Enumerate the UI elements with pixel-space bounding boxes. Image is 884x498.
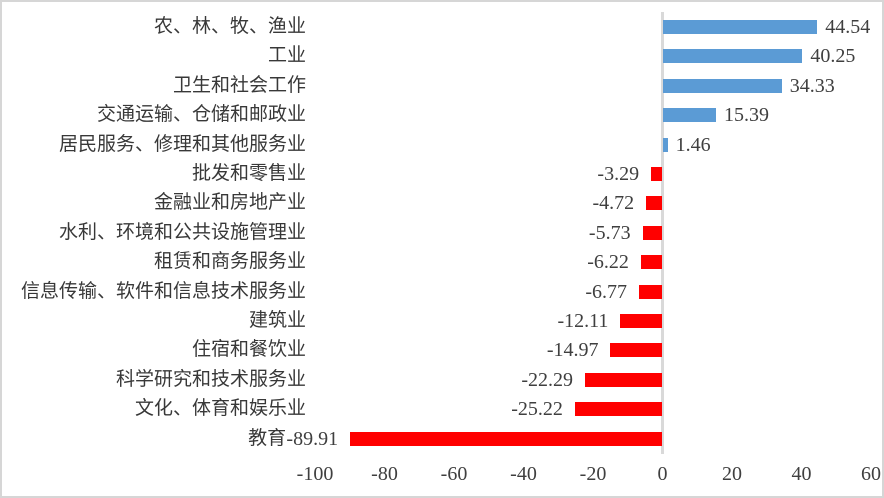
bar-positive [662,137,668,152]
category-label: 金融业和房地产业 [153,192,306,214]
value-label: -4.72 [592,192,635,215]
x-tick-label: 0 [657,463,668,485]
bar-negative [638,284,663,299]
x-tick-label: -60 [440,463,468,485]
category-label: 租赁和商务服务业 [153,251,306,273]
category-label: 信息传输、软件和信息技术服务业 [20,280,306,302]
value-label: 34.33 [789,74,835,97]
bar-negative [640,255,663,270]
value-label: -22.29 [521,368,574,391]
category-label: 文化、体育和娱乐业 [134,398,306,420]
x-tick-label: 20 [722,463,742,485]
x-tick-label: -40 [510,463,537,485]
bar-positive [662,78,782,93]
value-label: -89.91 [286,427,339,450]
bar-negative [610,343,663,358]
x-tick-label: 60 [861,463,881,485]
value-label: -25.22 [511,398,563,421]
value-label: 15.39 [723,104,769,127]
bar-negative [646,196,663,211]
x-tick-label: -20 [579,463,607,485]
value-label: -12.11 [557,310,609,332]
category-label: 交通运输、仓储和邮政业 [96,104,306,126]
category-label: 建筑业 [248,310,306,331]
category-label: 水利、环境和公共设施管理业 [58,221,306,243]
category-label: 教育 [248,427,287,449]
bar-positive [662,108,716,123]
category-label: 住宿和餐饮业 [191,339,306,361]
category-label: 工业 [267,45,306,67]
category-label: 居民服务、修理和其他服务业 [58,133,306,155]
bar-negative [620,314,663,328]
bar-negative [642,225,663,240]
x-tick-label: -100 [296,463,334,485]
value-label: -6.22 [587,251,629,274]
value-label: 44.54 [825,16,871,38]
bar-positive [662,20,818,34]
bar-negative [651,167,663,181]
value-label: -14.97 [546,339,599,362]
value-label: -5.73 [588,221,631,244]
value-label: 1.46 [675,133,711,156]
value-label: 40.25 [810,45,856,68]
bar-negative [350,431,663,446]
value-label: -3.29 [597,163,640,185]
category-label: 农、林、牧、渔业 [153,16,306,37]
bar-negative [574,402,663,417]
x-tick-label: -80 [371,463,398,485]
bar-positive [662,49,803,64]
value-label: -6.77 [585,280,627,303]
category-label: 批发和零售业 [191,163,306,184]
x-tick-label: 40 [791,463,812,485]
category-label: 科学研究和技术服务业 [115,368,306,390]
category-label: 卫生和社会工作 [172,74,306,96]
bar-negative [585,372,663,387]
